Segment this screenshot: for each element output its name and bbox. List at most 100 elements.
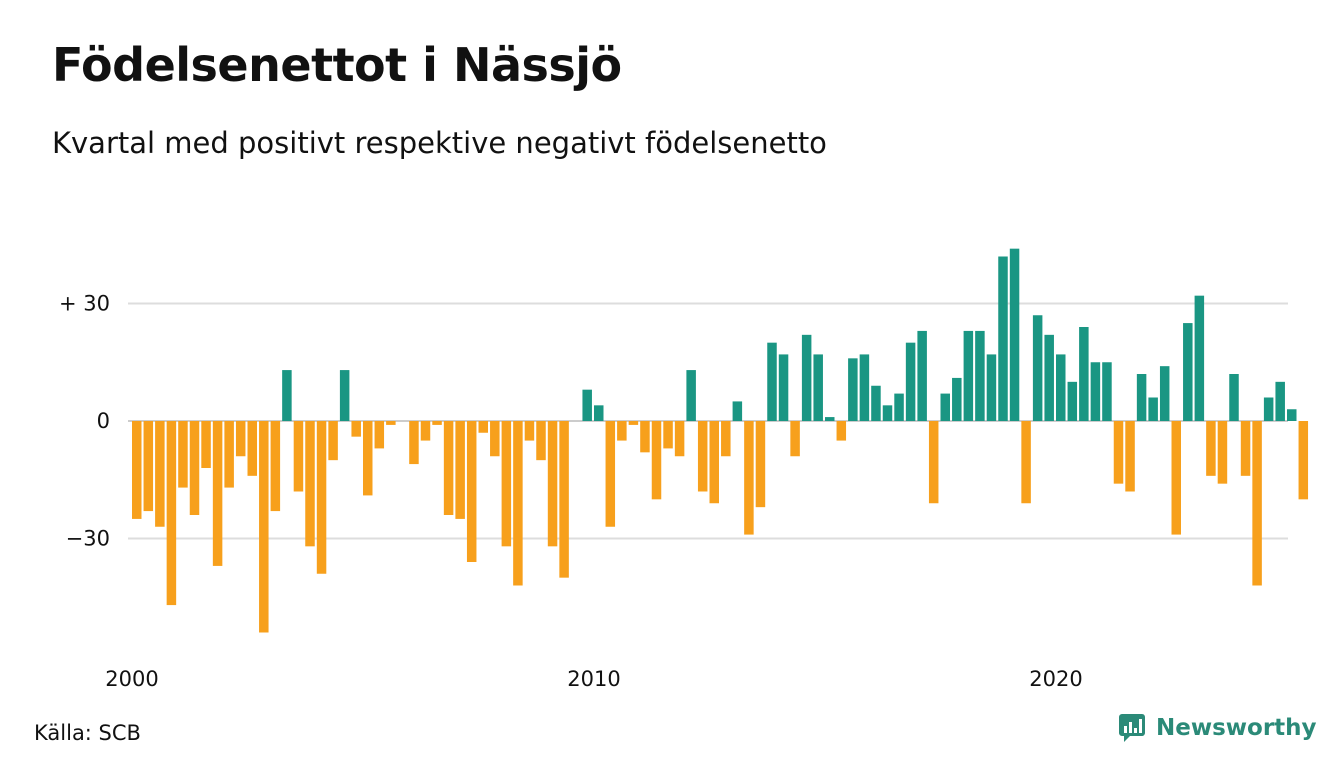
bar-negative	[1298, 421, 1309, 500]
bar-positive	[1159, 366, 1170, 421]
brand-name: Newsworthy	[1156, 715, 1317, 741]
bar-negative	[490, 421, 500, 457]
bar-positive	[1136, 374, 1147, 421]
bar-positive	[686, 370, 696, 421]
bar-negative	[189, 421, 200, 515]
bar-positive	[1009, 248, 1020, 421]
bar-positive	[905, 342, 916, 421]
bar-negative	[628, 421, 639, 425]
bar-positive	[825, 417, 835, 421]
bar-positive	[894, 393, 904, 421]
bar-negative	[1171, 421, 1181, 535]
bar-negative	[1240, 421, 1251, 476]
bar-negative	[143, 421, 154, 512]
bar-positive	[848, 358, 858, 421]
bar-positive	[975, 330, 985, 421]
source-note: Källa: SCB	[34, 721, 141, 745]
bar-positive	[1056, 354, 1066, 421]
bar-negative	[640, 421, 650, 453]
bar-positive	[1148, 397, 1158, 421]
bar-positive	[871, 385, 881, 421]
x-tick-label: 2010	[567, 667, 620, 691]
bar-negative	[605, 421, 616, 527]
bar-negative	[501, 421, 512, 547]
bar-positive	[1194, 295, 1205, 421]
bar-negative	[293, 421, 304, 492]
bar-negative	[1113, 421, 1124, 484]
bar-positive	[1229, 374, 1239, 421]
bar-negative	[617, 421, 627, 441]
bar-negative	[432, 421, 442, 425]
x-tick-label: 2000	[105, 667, 158, 691]
bar-negative	[697, 421, 708, 492]
bar-negative	[1217, 421, 1228, 484]
bar-positive	[778, 354, 789, 421]
bar-negative	[201, 421, 211, 468]
brand-logo: Newsworthy	[1118, 713, 1317, 743]
bar-negative	[1206, 421, 1216, 476]
bar-positive	[940, 393, 950, 421]
bar-negative	[443, 421, 454, 515]
y-tick-label: 0	[97, 409, 110, 433]
bar-positive	[1090, 362, 1101, 421]
x-tick-label: 2020	[1029, 667, 1082, 691]
bar-negative	[1125, 421, 1135, 492]
bar-negative	[132, 421, 142, 519]
bar-negative	[536, 421, 546, 461]
bar-positive	[917, 330, 927, 421]
bar-negative	[513, 421, 523, 586]
bar-negative	[328, 421, 338, 461]
bar-positive	[582, 389, 592, 421]
bar-positive	[963, 330, 974, 421]
bar-negative	[166, 421, 177, 606]
bar-negative	[351, 421, 361, 437]
bar-positive	[882, 405, 893, 421]
bar-negative	[651, 421, 662, 500]
bar-negative	[559, 421, 569, 578]
bar-negative	[212, 421, 223, 566]
bar-negative	[409, 421, 419, 465]
chart-subtitle: Kvartal med positivt respektive negativt…	[52, 126, 827, 160]
bar-negative	[247, 421, 257, 476]
bar-negative	[709, 421, 719, 504]
bar-positive	[1287, 409, 1297, 421]
bar-negative	[755, 421, 766, 508]
bar-negative	[674, 421, 685, 457]
bar-negative	[386, 421, 396, 425]
bar-negative	[547, 421, 558, 547]
bar-negative	[224, 421, 234, 488]
bar-positive	[732, 401, 743, 421]
y-tick-label: −30	[66, 527, 110, 551]
bar-positive	[952, 377, 962, 421]
bar-negative	[836, 421, 847, 441]
bar-negative	[744, 421, 754, 535]
bar-positive	[1263, 397, 1274, 421]
bar-positive	[1044, 334, 1054, 421]
bar-positive	[1102, 362, 1112, 421]
bar-negative	[455, 421, 465, 519]
bar-positive	[594, 405, 604, 421]
bar-positive	[767, 342, 777, 421]
bar-positive	[1183, 323, 1193, 421]
bar-negative	[178, 421, 188, 488]
bar-negative	[363, 421, 373, 496]
newsworthy-icon	[1119, 714, 1145, 742]
bar-negative	[316, 421, 327, 574]
bar-negative	[1021, 421, 1031, 504]
bar-positive	[859, 354, 870, 421]
bar-positive	[339, 370, 350, 421]
bar-negative	[928, 421, 939, 504]
bar-negative	[663, 421, 673, 449]
bar-negative	[478, 421, 488, 433]
bar-negative	[524, 421, 535, 441]
y-tick-label: + 30	[59, 292, 110, 316]
bar-positive	[986, 354, 997, 421]
bar-negative	[790, 421, 800, 457]
bar-positive	[282, 370, 292, 421]
bar-positive	[998, 256, 1008, 421]
bar-positive	[801, 334, 812, 421]
bar-positive	[1079, 327, 1089, 421]
bar-negative	[305, 421, 315, 547]
bar-positive	[1067, 381, 1078, 421]
bar-chart: + 30 0 −30 2000 2010 2020	[59, 248, 1309, 691]
